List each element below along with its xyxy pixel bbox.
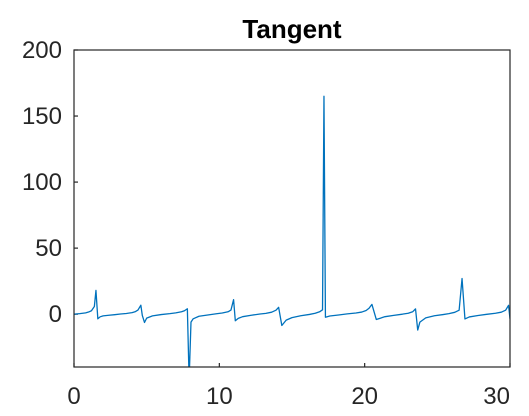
y-tick-label: 200: [22, 37, 62, 64]
tangent-series-line: [74, 95, 510, 367]
x-tick-label: 30: [483, 383, 510, 410]
chart-title: Tangent: [242, 14, 342, 44]
x-tick-label: 20: [351, 383, 378, 410]
y-tick-label: 150: [22, 103, 62, 130]
y-axis: 0 50 100 150 200: [22, 37, 78, 328]
y-tick-label: 50: [35, 235, 62, 262]
y-tick-label: 0: [49, 301, 62, 328]
y-tick-label: 100: [22, 169, 62, 196]
x-tick-label: 0: [67, 383, 80, 410]
x-axis: 0 10 20 30: [67, 363, 511, 410]
plot-frame: [73, 49, 511, 368]
x-tick-label: 10: [206, 383, 233, 410]
